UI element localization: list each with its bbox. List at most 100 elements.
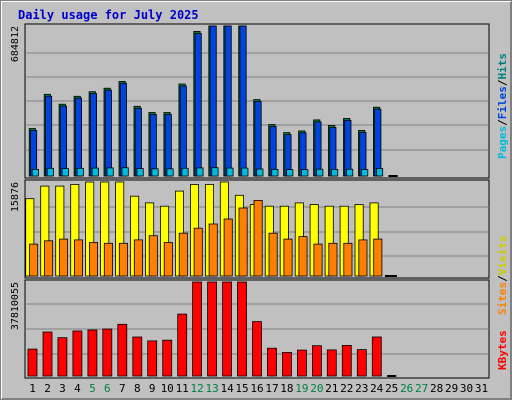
day-label: 31 (475, 382, 488, 395)
day-label: 4 (74, 382, 81, 395)
bar-kbytes (162, 339, 173, 377)
day-label: 3 (59, 382, 66, 395)
bar-kbytes (267, 347, 277, 377)
bar-kbytes (237, 281, 247, 377)
day-label: 7 (119, 382, 126, 395)
bar-files (104, 89, 112, 177)
day-label: 19 (295, 382, 308, 395)
bar-files (194, 33, 202, 177)
bar-sites (178, 232, 188, 277)
bar-files (239, 25, 247, 177)
bar-files (89, 93, 98, 177)
bar-pages (181, 167, 189, 177)
bar-kbytes (102, 328, 113, 377)
bar-pages (121, 167, 129, 177)
bar-sites (29, 243, 39, 277)
bar-pages (136, 168, 144, 177)
day-label: 2 (44, 382, 51, 395)
bar-sites (193, 227, 203, 277)
day-label: 20 (310, 382, 323, 395)
bar-kbytes (132, 336, 143, 377)
day-label: 15 (235, 382, 248, 395)
day-label: 17 (265, 382, 278, 395)
bar-kbytes (27, 348, 38, 377)
bar-pages (106, 167, 114, 177)
bar-pages (151, 168, 159, 177)
bar-files (254, 101, 262, 177)
bar-sites (163, 242, 173, 277)
bars (25, 181, 397, 277)
legend-entry: Sites (496, 282, 509, 315)
bar-files (119, 82, 127, 177)
bar-sites (44, 240, 54, 277)
bar-kbytes (207, 281, 218, 377)
bar-sites (298, 236, 308, 277)
day-label: 25 (385, 382, 398, 395)
legend-entry: Visits (496, 236, 509, 276)
bar-pages (76, 167, 84, 177)
bar-sites (238, 207, 248, 277)
day-label: 28 (430, 382, 443, 395)
bar-sites (74, 239, 84, 277)
bar-kbytes (57, 337, 68, 377)
legend-entry: KBytes (496, 330, 509, 370)
bar-files (329, 127, 337, 177)
bars (28, 25, 398, 177)
bar-pages (331, 168, 339, 177)
day-label: 22 (340, 382, 353, 395)
bar-sites (208, 223, 218, 277)
bar-files (269, 126, 277, 177)
max-label: 684812 (10, 26, 21, 62)
bar-sites (148, 235, 158, 277)
max-label: 37810055 (10, 282, 21, 330)
bar-files (179, 85, 187, 177)
chart-title: Daily usage for July 2025 (18, 8, 199, 22)
day-label: 24 (370, 382, 384, 395)
legend-entry: / (496, 119, 509, 126)
bar-files (74, 97, 83, 177)
day-label: 9 (149, 382, 156, 395)
bar-pages (271, 168, 279, 177)
bar-pages (91, 167, 99, 177)
bar-files (374, 108, 382, 177)
legend: KBytes (496, 330, 509, 370)
day-label: 26 (400, 382, 413, 395)
bar-pages (301, 169, 309, 177)
bar-files (134, 107, 142, 177)
bar-sites (253, 199, 263, 277)
bar-sites (283, 238, 293, 277)
bar-kbytes (42, 331, 53, 377)
day-label: 27 (415, 382, 428, 395)
bar-sites (89, 242, 99, 277)
bar-pages (286, 169, 294, 177)
bar-pages (241, 167, 249, 177)
bar-files (344, 120, 352, 177)
day-label: 6 (104, 382, 111, 395)
day-label: 29 (445, 382, 458, 395)
bar-files (224, 25, 232, 177)
bar-pages (256, 168, 264, 177)
bar-pages (211, 167, 219, 177)
bar-sites (373, 238, 383, 277)
bar-sites (133, 239, 143, 277)
bar-pages (346, 168, 354, 177)
panel-visits-sites: 15876 Sites/Visits (10, 179, 509, 315)
bar-kbytes (192, 281, 203, 377)
bar-sites (59, 238, 69, 277)
panel-kbytes: 37810055 KBytes (10, 279, 509, 379)
bar-pages (226, 167, 234, 177)
bar-kbytes (281, 351, 292, 377)
bar-kbytes (296, 349, 307, 377)
day-labels: 1 2 3 4 5 6 7 8 9 10 11 12 13 14 15 16 17 18 19 20 21 22 23 24 2… (29, 382, 488, 395)
bar-kbytes (341, 344, 352, 377)
bar-sites (343, 242, 353, 277)
bar-files (164, 114, 172, 177)
day-label: 18 (280, 382, 293, 395)
bar-pages (361, 169, 369, 177)
max-label: 15876 (10, 182, 21, 212)
bar-sites (223, 218, 233, 277)
bar-sites (358, 239, 368, 277)
bar-sites (118, 242, 128, 277)
day-label: 13 (205, 382, 218, 395)
bar-kbytes (356, 349, 367, 377)
